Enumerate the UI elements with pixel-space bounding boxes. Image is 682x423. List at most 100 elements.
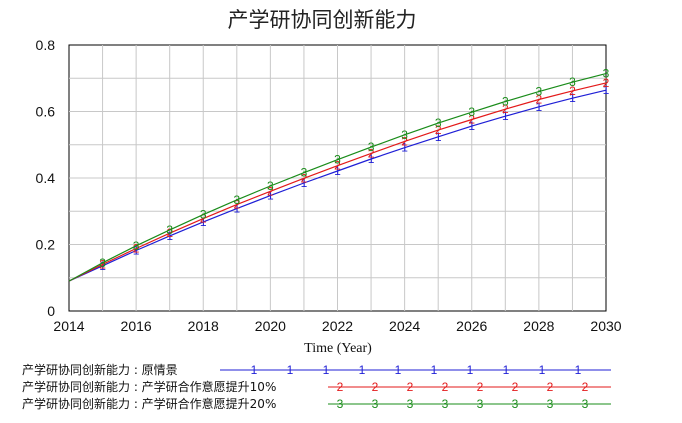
legend-label-1: 产学研协同创新能力 : 原情景	[22, 362, 178, 377]
x-tick-label: 2018	[188, 318, 219, 334]
series-point-1: 1	[267, 189, 274, 203]
legend-marker-3: 3	[407, 397, 414, 411]
grid-lines	[69, 45, 606, 311]
series-point-1: 1	[368, 152, 375, 166]
series-point-2: 2	[603, 76, 610, 90]
series-point-2: 2	[536, 93, 543, 107]
x-axis-label: Time (Year)	[304, 341, 372, 356]
legend-marker-1: 1	[323, 363, 330, 377]
series-point-3: 3	[166, 223, 173, 237]
series-point-3: 3	[368, 140, 375, 154]
x-tick-label: 2024	[389, 318, 420, 334]
series-point-2: 2	[435, 123, 442, 137]
legend-marker-3: 3	[372, 397, 379, 411]
series-point-3: 3	[502, 95, 509, 109]
legend-marker-3: 3	[582, 397, 589, 411]
series-point-3: 3	[267, 179, 274, 193]
series-point-1: 1	[502, 109, 509, 123]
legend-marker-2: 2	[407, 380, 414, 394]
series-point-1: 1	[166, 229, 173, 243]
legend-marker-2: 2	[582, 380, 589, 394]
series-point-2: 2	[233, 198, 240, 212]
series-point-1: 1	[435, 130, 442, 144]
series-point-2: 2	[166, 226, 173, 240]
series-point-1: 1	[233, 202, 240, 216]
y-tick-label: 0.6	[36, 104, 56, 120]
legend-marker-3: 3	[512, 397, 519, 411]
legend-marker-3: 3	[547, 397, 554, 411]
x-tick-label: 2022	[322, 318, 353, 334]
series-point-1: 1	[569, 91, 576, 105]
series-point-2: 2	[368, 146, 375, 160]
legend-marker-1: 1	[431, 363, 438, 377]
y-tick-label: 0.2	[36, 237, 56, 253]
legend-marker-3: 3	[477, 397, 484, 411]
legend-marker-1: 1	[359, 363, 366, 377]
series-point-2: 2	[401, 134, 408, 148]
legend-marker-1: 1	[539, 363, 546, 377]
legend-marker-1: 1	[575, 363, 582, 377]
legend-label-3: 产学研协同创新能力 : 产学研合作意愿提升20%	[22, 396, 276, 411]
legend-marker-2: 2	[547, 380, 554, 394]
series-point-2: 2	[468, 112, 475, 126]
series-point-3: 3	[301, 166, 308, 180]
chart-title: 产学研协同创新能力	[228, 8, 417, 32]
x-tick-label: 2020	[255, 318, 286, 334]
series-point-1: 1	[468, 119, 475, 133]
series-point-1: 1	[301, 176, 308, 190]
series-point-2: 2	[99, 257, 106, 271]
legend-marker-3: 3	[337, 397, 344, 411]
series-point-2: 2	[301, 171, 308, 185]
legend-marker-1: 1	[467, 363, 474, 377]
series-point-2: 2	[502, 102, 509, 116]
series-point-3: 3	[233, 193, 240, 207]
legend: 产学研协同创新能力 : 原情景 1 1 1 1 1 1 1 1 1 1 产学研协同创新能力 : 产学研…	[22, 362, 611, 411]
legend-marker-1: 1	[287, 363, 294, 377]
series-line-2	[68, 82, 607, 282]
legend-marker-1: 1	[395, 363, 402, 377]
series-point-2: 2	[200, 212, 207, 226]
legend-marker-2: 2	[442, 380, 449, 394]
plot-area: 1111111111111111222222222222222233333333…	[68, 44, 610, 312]
series-point-2: 2	[267, 184, 274, 198]
y-tick-label: 0	[47, 303, 55, 319]
y-tick-labels: 0 0.2 0.4 0.6 0.8	[36, 37, 56, 319]
x-tick-label: 2028	[523, 318, 554, 334]
series-point-3: 3	[536, 85, 543, 99]
series-point-1: 1	[603, 83, 610, 97]
series-point-1: 1	[334, 164, 341, 178]
series-point-1: 1	[401, 141, 408, 155]
series-point-3: 3	[334, 153, 341, 167]
x-tick-label: 2026	[456, 318, 487, 334]
series-layer: 1111111111111111222222222222222233333333…	[68, 67, 610, 282]
x-tick-labels: 2014 2016 2018 2020 2022 2024 2026 2028 2030	[53, 318, 621, 334]
x-tick-label: 2016	[121, 318, 152, 334]
series-point-2: 2	[133, 241, 140, 255]
series-point-3: 3	[468, 105, 475, 119]
series-point-3: 3	[401, 128, 408, 142]
series-point-3: 3	[603, 67, 610, 81]
series-point-2: 2	[569, 84, 576, 98]
legend-marker-2: 2	[512, 380, 519, 394]
legend-marker-2: 2	[477, 380, 484, 394]
series-point-2: 2	[334, 159, 341, 173]
legend-marker-2: 2	[337, 380, 344, 394]
legend-marker-2: 2	[372, 380, 379, 394]
series-point-3: 3	[200, 208, 207, 222]
series-point-3: 3	[99, 256, 106, 270]
legend-marker-3: 3	[442, 397, 449, 411]
series-line-1	[68, 89, 607, 282]
series-line-3	[68, 73, 607, 282]
legend-label-2: 产学研协同创新能力 : 产学研合作意愿提升10%	[22, 379, 276, 394]
legend-marker-1: 1	[503, 363, 510, 377]
series-point-3: 3	[569, 75, 576, 89]
series-point-1: 1	[200, 215, 207, 229]
series-point-3: 3	[435, 116, 442, 130]
y-tick-label: 0.8	[36, 37, 56, 53]
series-point-1: 1	[133, 243, 140, 257]
series-point-3: 3	[133, 239, 140, 253]
y-tick-label: 0.4	[36, 170, 56, 186]
legend-marker-1: 1	[251, 363, 258, 377]
series-point-1: 1	[536, 100, 543, 114]
